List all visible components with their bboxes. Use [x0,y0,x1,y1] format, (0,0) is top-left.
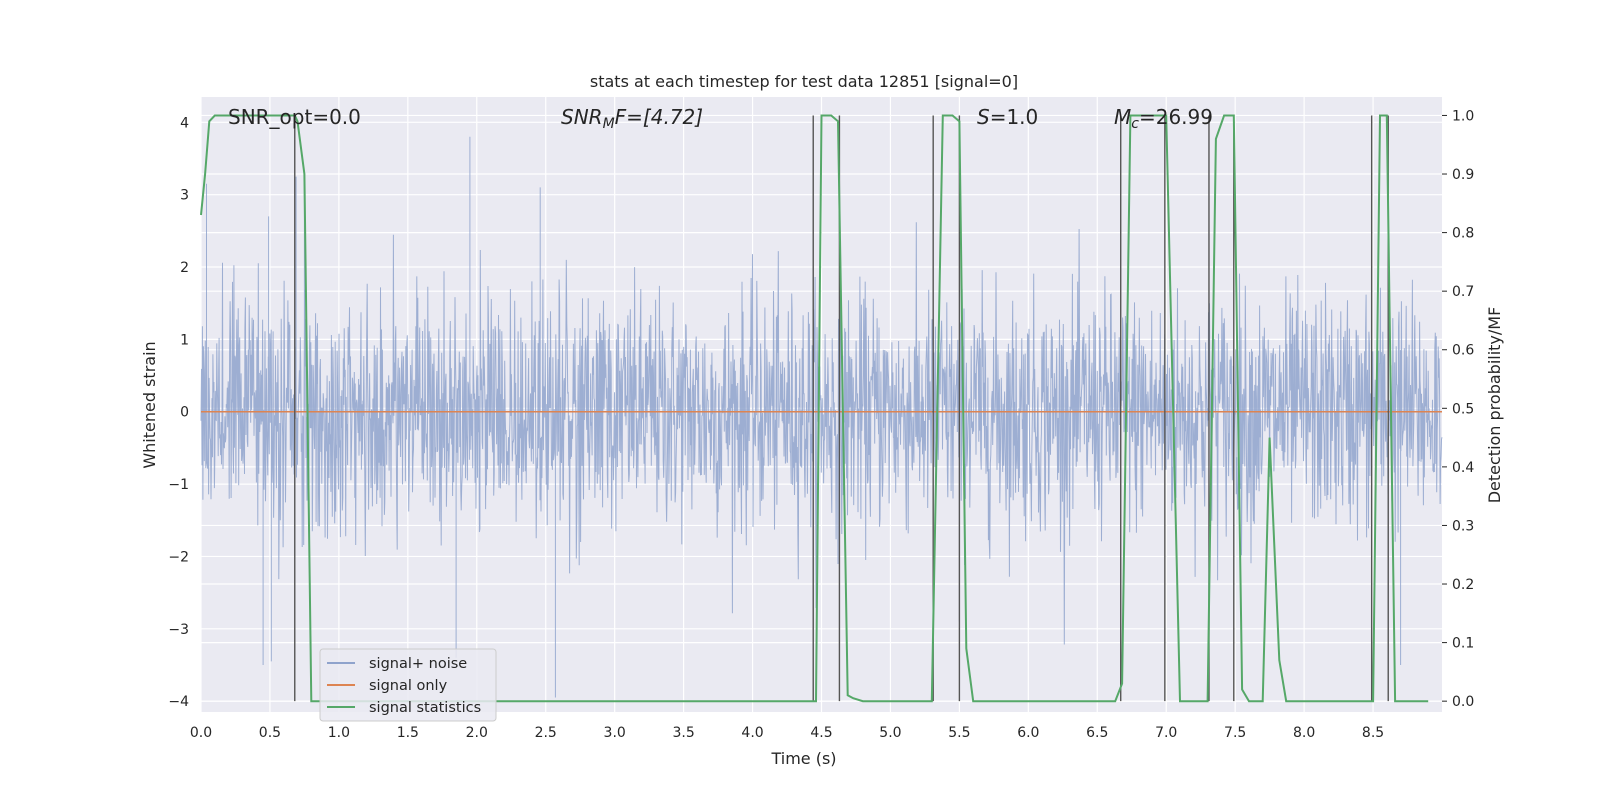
x-tick-label: 2.5 [535,725,557,741]
legend-label-signal-statistics: signal statistics [369,700,481,716]
annotation-s: S=1.0 [977,105,1038,129]
y2-tick-label: 0.2 [1452,577,1474,593]
y-tick-label: 4 [180,115,189,131]
legend-label-signal-plus-noise: signal+ noise [369,656,467,672]
y-axis-ticks: −4 −3 −2 −1 0 1 2 3 4 [168,115,189,710]
x-tick-label: 8.5 [1362,725,1384,741]
x-axis-label: Time (s) [770,749,836,768]
x-tick-label: 5.5 [948,725,970,741]
x-tick-label: 0.0 [190,725,212,741]
x-tick-label: 5.0 [879,725,901,741]
y-tick-label: 3 [180,188,189,204]
x-tick-label: 1.5 [397,725,419,741]
x-tick-label: 1.0 [328,725,350,741]
y2-tick-label: 0.7 [1452,284,1474,300]
y-tick-label: −4 [168,694,189,710]
legend-box [319,648,497,722]
y2-tick-label: 0.9 [1452,167,1474,183]
x-tick-label: 4.0 [741,725,763,741]
x-axis-ticks: 0.0 0.5 1.0 1.5 2.0 2.5 3.0 3.5 4.0 4.5 5.0 5.5 6.0 6… [190,725,1384,741]
statistics-line [200,114,1429,703]
detection-vertical-lines [294,115,1389,702]
y-tick-label: 0 [180,405,189,421]
annotation-snr-mf: SNRMF=[4.72] [561,105,703,132]
series-signal-statistics [200,114,1429,703]
legend: signal+ noise signal only signal statist… [319,648,497,722]
chart-title: stats at each timestep for test data 128… [590,72,1018,91]
annotation-mc: Mc=26.99 [1114,105,1213,132]
x-tick-label: 7.0 [1155,725,1177,741]
x-tick-label: 7.5 [1224,725,1246,741]
x-tick-label: 8.0 [1293,725,1315,741]
y2-axis-label: Detection probability/MF [1485,307,1504,504]
y-tick-label: −1 [168,477,189,493]
x-tick-label: 4.5 [810,725,832,741]
y2-tick-label: 0.0 [1452,694,1474,710]
y2-tick-label: 0.6 [1452,343,1474,359]
x-tick-label: 2.0 [466,725,488,741]
x-tick-label: 6.5 [1086,725,1108,741]
x-tick-label: 3.0 [604,725,626,741]
y2-tick-label: 0.1 [1452,636,1474,652]
y-tick-label: −3 [168,622,189,638]
y-axis-label: Whitened strain [140,341,159,468]
annotation-snr-opt: SNR_opt=0.0 [228,105,361,129]
y2-tick-label: 0.4 [1452,460,1474,476]
y2-tick-label: 0.5 [1452,401,1474,417]
x-tick-label: 6.0 [1017,725,1039,741]
x-tick-label: 3.5 [672,725,694,741]
y2-tick-label: 1.0 [1452,108,1474,124]
y2-tick-label: 0.3 [1452,518,1474,534]
y2-tick-label: 0.8 [1452,226,1474,242]
y2-axis-ticks: 0.0 0.1 0.2 0.3 0.4 0.5 0.6 0.7 0.8 0.9 1.0 [1442,108,1474,710]
y-tick-label: 1 [180,332,189,348]
y-tick-label: 2 [180,260,189,276]
legend-label-signal-only: signal only [369,678,448,694]
y-tick-label: −2 [168,549,189,565]
x-tick-label: 0.5 [259,725,281,741]
